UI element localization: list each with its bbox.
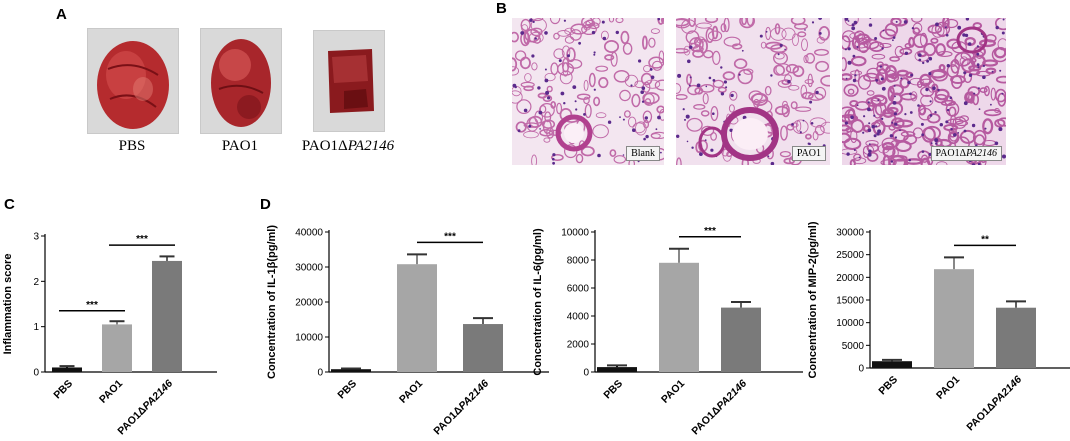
y-tick-label: 0 [858, 364, 864, 375]
y-tick-label: 20000 [836, 273, 864, 284]
histology-tag-blank: Blank [626, 146, 660, 161]
category-label: PBS [601, 378, 625, 402]
lung-photo-pbs [87, 28, 179, 134]
histology-pao1: PAO1 [676, 18, 830, 165]
bar [934, 269, 974, 368]
bar [331, 369, 371, 372]
y-tick-label: 0 [583, 368, 589, 379]
lung-image-pao1-mutant [328, 49, 374, 113]
y-tick-label: 15000 [836, 296, 864, 307]
y-axis-label: Concentration of MIP-2(pg/ml) [807, 221, 819, 378]
y-tick-label: 2000 [567, 340, 590, 351]
lung-photo-pao1 [200, 28, 282, 134]
y-tick-label: 1 [33, 322, 39, 333]
photo-label-pao1-mutant: PAO1ΔPA2146 [301, 138, 395, 154]
lung-photo-pao1-mutant [313, 30, 385, 132]
significance-label: ** [981, 234, 989, 245]
y-tick-label: 0 [317, 368, 323, 379]
bar [659, 262, 699, 372]
category-label: PAO1 [97, 378, 125, 406]
histology-tag-pao1: PAO1 [791, 146, 826, 161]
significance-label: *** [444, 231, 456, 242]
category-label: PAO1ΔPA2146 [431, 378, 491, 438]
lung-image-pao1 [211, 39, 271, 127]
photo-label-pbs: PBS [118, 138, 146, 154]
significance-label: *** [704, 226, 716, 237]
category-label: PAO1 [934, 374, 962, 402]
y-axis-label: Inflammation score [2, 254, 14, 355]
y-tick-label: 30000 [295, 263, 323, 274]
histology-tag-pao1-mutant: PAO1ΔPA2146 [930, 146, 1002, 161]
y-tick-label: 0 [33, 368, 39, 379]
y-tick-label: 10000 [295, 333, 323, 344]
y-tick-label: 20000 [295, 298, 323, 309]
panel-letter-c: C [4, 196, 15, 213]
y-tick-label: 5000 [842, 341, 865, 352]
category-label: PAO1 [397, 378, 425, 406]
y-tick-label: 3 [33, 232, 39, 243]
histology-pao1-mutant: PAO1ΔPA2146 [842, 18, 1006, 165]
significance-label: *** [136, 234, 148, 245]
category-label: PBS [335, 378, 359, 402]
category-label: PBS [51, 378, 75, 402]
il6-concentration-chart: 0 2000 4000 6000 8000 10000 Concentration of I… [532, 226, 803, 438]
y-tick-label: 25000 [836, 250, 864, 261]
bar [52, 367, 82, 372]
bar [597, 367, 637, 372]
histology-image-blank [512, 18, 664, 165]
bar [872, 361, 912, 368]
category-label: PAO1ΔPA2146 [964, 374, 1024, 434]
photo-label-pao1: PAO1 [221, 138, 259, 154]
y-tick-label: 30000 [836, 228, 864, 239]
histology-image-pao1 [676, 18, 830, 165]
lung-image-pbs [97, 41, 169, 129]
y-axis-label: Concentration of IL-1β(pg/ml) [266, 225, 278, 379]
histology-image-pao1-mutant [842, 18, 1006, 165]
bar [996, 307, 1036, 368]
y-tick-label: 2 [33, 277, 39, 288]
category-label: PAO1ΔPA2146 [689, 378, 749, 438]
y-tick-label: 8000 [567, 256, 590, 267]
panel-letter-b: B [496, 0, 507, 17]
y-tick-label: 10000 [561, 228, 589, 239]
bar [397, 264, 437, 372]
y-axis-label: Concentration of IL-6(pg/ml) [532, 228, 544, 376]
bar [463, 324, 503, 372]
bar [102, 324, 132, 372]
y-tick-label: 10000 [836, 318, 864, 329]
y-tick-label: 6000 [567, 284, 590, 295]
y-tick-label: 40000 [295, 228, 323, 239]
alveolar-tissue [842, 18, 1006, 165]
category-label: PBS [876, 374, 900, 398]
significance-label: *** [86, 300, 98, 311]
category-label: PAO1 [659, 378, 687, 406]
mip2-concentration-chart: 0 5000 10000 15000 20000 25000 30000 Concentrat… [807, 221, 1070, 434]
bar [152, 260, 182, 372]
il1b-concentration-chart: 0 10000 20000 30000 40000 Concentration of IL… [266, 225, 549, 438]
panel-letter-a: A [56, 6, 67, 23]
panel-letter-d: D [260, 196, 271, 213]
histology-blank: Blank [512, 18, 664, 165]
bar [721, 307, 761, 372]
y-tick-label: 4000 [567, 312, 590, 323]
